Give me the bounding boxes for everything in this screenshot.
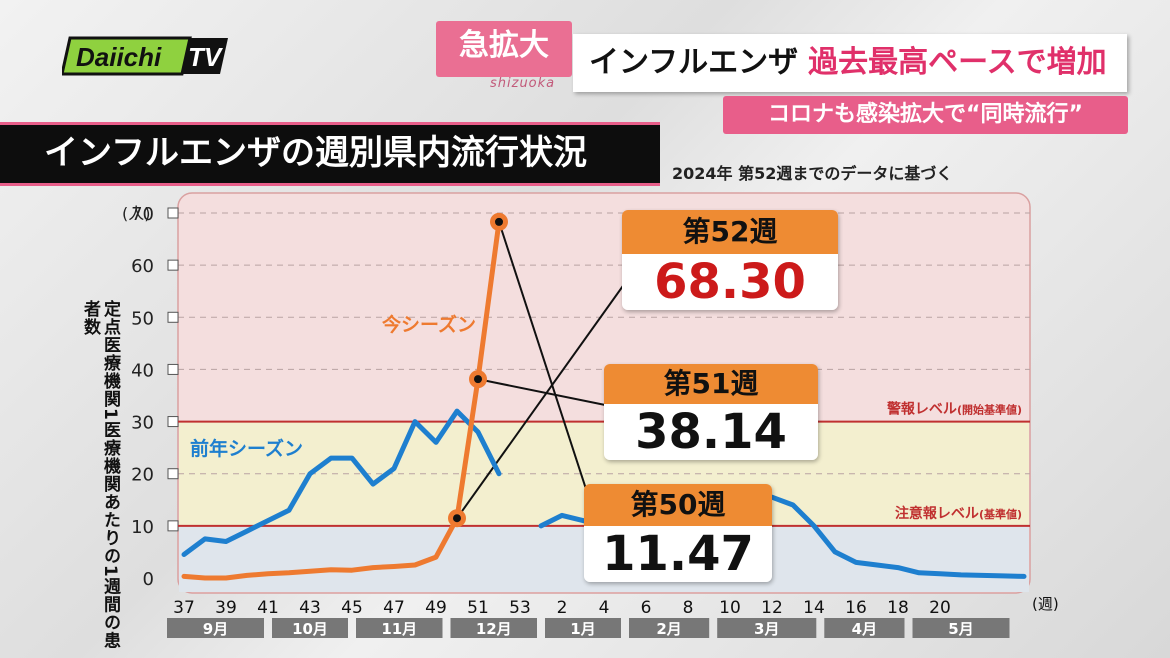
month-label-6: 3月 (754, 620, 779, 638)
y-tick-marker-3 (167, 416, 179, 428)
y-tick-label-6: 60 (131, 256, 154, 277)
month-label-1: 10月 (292, 620, 328, 638)
logo-text: Daiichi (76, 42, 162, 72)
callout-week50-label: 第50週 (584, 484, 772, 526)
threshold-label-1: 注意報レベル(基準値) (895, 505, 1022, 522)
y-tick-label-7: 70 (131, 204, 154, 225)
y-tick-marker-4 (167, 363, 179, 375)
month-label-3: 12月 (476, 620, 512, 638)
y-unit: (人) (122, 204, 151, 223)
month-box-8 (912, 618, 1010, 638)
month-label-0: 9月 (203, 620, 228, 638)
callout-connector-1 (477, 378, 621, 409)
y-axis-label: 定点医療機関1医療機関あたりの1週間の患者数 (80, 300, 120, 650)
month-label-5: 2月 (656, 620, 681, 638)
callout-connector-0 (456, 261, 641, 519)
month-box-6 (717, 618, 817, 638)
subheadline: コロナも感染拡大で“同時流行” (723, 96, 1128, 134)
chart-title: インフルエンザの週別県内流行状況 (0, 122, 660, 186)
callout-week52: 第52週 68.30 (622, 210, 838, 310)
callout-week52-value: 68.30 (622, 254, 838, 310)
y-tick-label-4: 40 (131, 360, 154, 381)
callout-week52-label: 第52週 (622, 210, 838, 254)
x-tick-label-0: 37 (173, 598, 195, 618)
callout-week50-value: 11.47 (584, 526, 772, 582)
x-tick-label-10: 4 (599, 598, 610, 618)
x-tick-label-2: 41 (257, 598, 279, 618)
month-label-7: 4月 (852, 620, 877, 638)
month-box-1 (272, 618, 348, 638)
y-tick-marker-5 (167, 311, 179, 323)
x-tick-label-1: 39 (215, 598, 237, 618)
month-label-2: 11月 (381, 620, 417, 638)
daiichi-tv-logo: Daiichi TV (62, 36, 228, 76)
x-tick-label-18: 20 (929, 598, 951, 618)
series-line-2 (181, 219, 502, 581)
x-tick-label-17: 18 (887, 598, 909, 618)
series-line-0 (181, 408, 502, 557)
logo-suffix: TV (188, 42, 224, 72)
marker-dot-week52 (495, 217, 503, 226)
x-tick-label-14: 12 (761, 598, 783, 618)
month-box-2 (356, 618, 443, 638)
month-box-0 (167, 618, 264, 638)
x-tick-label-12: 8 (683, 598, 694, 618)
series-label-prev: 前年シーズン (190, 437, 303, 460)
x-tick-label-13: 10 (719, 598, 741, 618)
x-tick-label-6: 49 (425, 598, 447, 618)
threshold-label-0: 警報レベル(開始基準値) (887, 401, 1022, 418)
callout-week51: 第51週 38.14 (604, 364, 818, 460)
y-tick-marker-7 (167, 207, 179, 219)
callout-week51-label: 第51週 (604, 364, 818, 404)
callout-week50: 第50週 11.47 (584, 484, 772, 582)
x-tick-label-5: 47 (383, 598, 405, 618)
y-tick-marker-2 (167, 468, 179, 480)
tag-sub: shizuoka (490, 76, 556, 91)
marker-dot-week51 (474, 375, 482, 384)
y-tick-marker-1 (167, 520, 179, 532)
x-tick-label-3: 43 (299, 598, 321, 618)
x-tick-label-16: 16 (845, 598, 867, 618)
y-tick-label-3: 30 (131, 413, 154, 434)
headline-part-a: インフルエンザ (589, 45, 799, 80)
y-tick-label-2: 20 (131, 465, 154, 486)
y-tick-label-0: 0 (143, 569, 154, 590)
month-label-8: 5月 (948, 620, 973, 638)
x-tick-label-7: 51 (467, 598, 489, 618)
y-tick-marker-6 (167, 259, 179, 271)
month-label-4: 1月 (570, 620, 595, 638)
y-tick-label-1: 10 (131, 517, 154, 538)
x-tick-label-15: 14 (803, 598, 825, 618)
data-note: 2024年 第52週までのデータに基づく (672, 164, 953, 183)
x-tick-label-9: 2 (557, 598, 568, 618)
marker-dot-week50 (453, 514, 461, 523)
month-box-5 (629, 618, 710, 638)
callout-week51-value: 38.14 (604, 404, 818, 460)
headline: インフルエンザ 過去最高ペースで増加 (573, 34, 1127, 92)
x-tick-label-11: 6 (641, 598, 652, 618)
month-box-3 (450, 618, 537, 638)
x-unit: (週) (1032, 595, 1059, 613)
urgent-tag: 急拡大 (436, 21, 572, 77)
x-tick-label-4: 45 (341, 598, 363, 618)
month-box-4 (545, 618, 621, 638)
callout-connector-2 (498, 221, 601, 533)
x-tick-label-8: 53 (509, 598, 531, 618)
y-tick-label-5: 50 (131, 308, 154, 329)
month-box-7 (824, 618, 905, 638)
series-label-current: 今シーズン (381, 313, 476, 336)
headline-part-b: 過去最高ペースで増加 (808, 45, 1107, 80)
